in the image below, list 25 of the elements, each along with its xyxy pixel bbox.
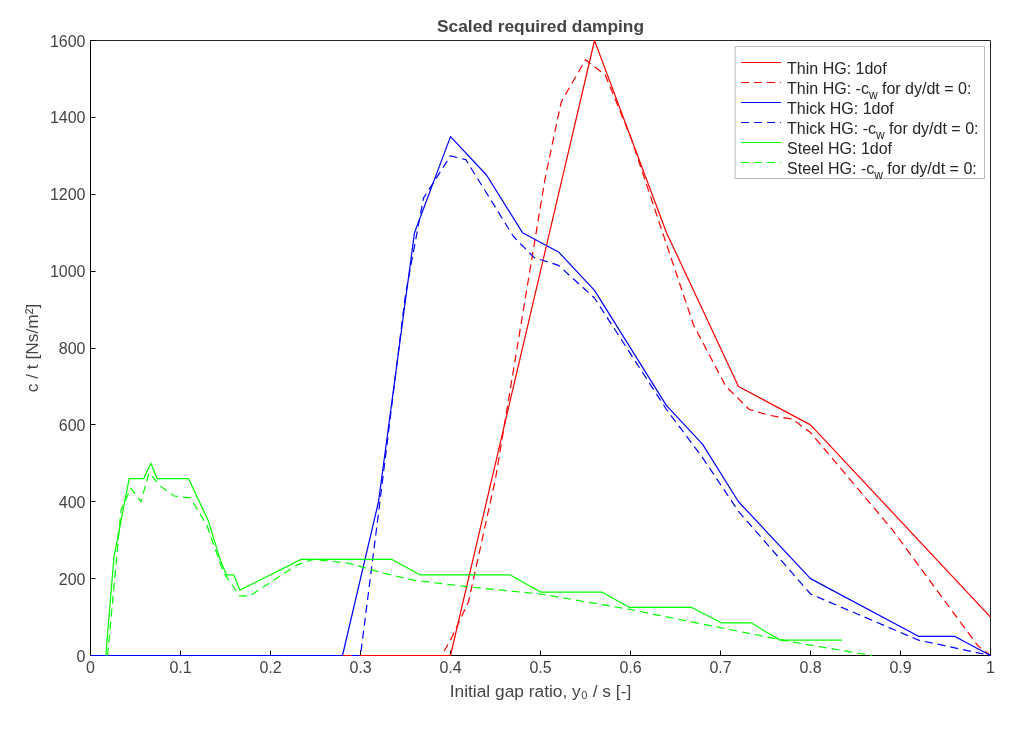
x-tick-label: 0.7	[709, 658, 732, 676]
y-tick-label: 1200	[49, 186, 86, 204]
x-tick-label: 0.6	[619, 658, 642, 676]
chart-title: Scaled required damping	[436, 15, 645, 36]
x-tick-label: 0.5	[529, 658, 552, 676]
x-tick-label: 0.9	[889, 658, 912, 676]
x-tick-label: 0.2	[259, 658, 282, 676]
y-tick-label: 600	[58, 416, 86, 434]
y-tick-label: 1400	[49, 109, 86, 127]
x-tick-label: 0.4	[439, 658, 462, 676]
y-tick-label: 200	[58, 570, 86, 588]
x-tick-label: 0.1	[169, 658, 192, 676]
x-tick-label: 0.8	[799, 658, 822, 676]
legend-label: Thick HG: 1dof	[787, 100, 895, 117]
y-tick-label: 0	[76, 647, 86, 665]
legend-label: Steel HG: 1dof	[787, 140, 893, 157]
x-axis-title: Initial gap ratio, y₀ / s [-]	[449, 680, 632, 701]
y-tick-label: 400	[58, 493, 86, 511]
x-tick-label: 1	[986, 658, 996, 676]
y-axis-title: c / t [Ns/m²]	[21, 303, 42, 393]
y-tick-label: 800	[58, 340, 86, 357]
x-tick-label: 0.3	[349, 658, 372, 676]
legend-label: Thin HG: 1dof	[787, 60, 888, 77]
y-tick-label: 1000	[49, 263, 86, 281]
y-tick-label: 1600	[49, 32, 86, 50]
